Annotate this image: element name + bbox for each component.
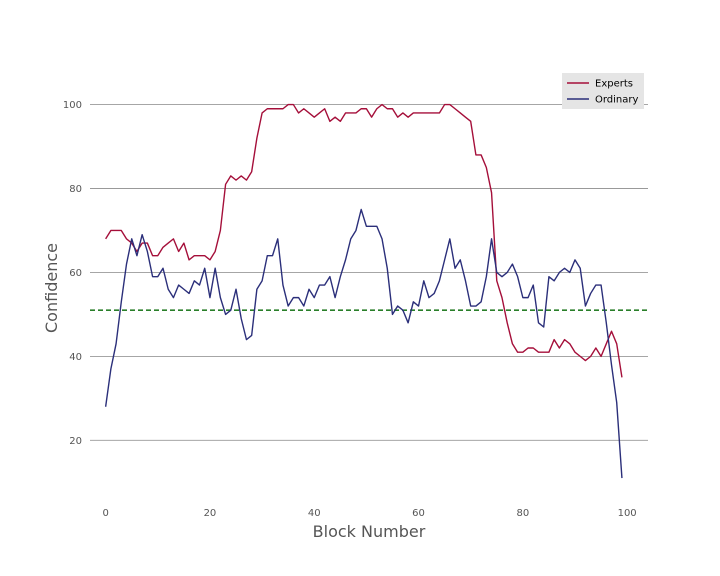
x-tick-label: 20 [204,508,217,519]
legend-label-ordinary: Ordinary [595,95,639,106]
series-line-ordinary [104,208,623,479]
legend-box [562,73,644,109]
x-tick-label: 40 [308,508,321,519]
legend: Experts Ordinary [562,73,644,109]
y-tick-label: 100 [63,100,82,111]
series-lines [104,103,623,479]
gridlines [90,104,648,441]
x-tick-label: 0 [102,508,108,519]
x-axis-label: Block Number [313,522,426,541]
y-tick-label: 60 [69,268,82,279]
tick-labels: 20 40 60 80 100 0 20 40 60 80 100 [63,100,637,519]
x-tick-label: 80 [516,508,529,519]
y-tick-label: 20 [69,436,82,447]
y-axis-label: Confidence [42,243,61,333]
y-tick-label: 40 [69,352,82,363]
y-tick-label: 80 [69,184,82,195]
x-tick-label: 100 [618,508,637,519]
legend-label-experts: Experts [595,79,633,90]
x-tick-label: 60 [412,508,425,519]
series-line-experts [105,103,623,378]
